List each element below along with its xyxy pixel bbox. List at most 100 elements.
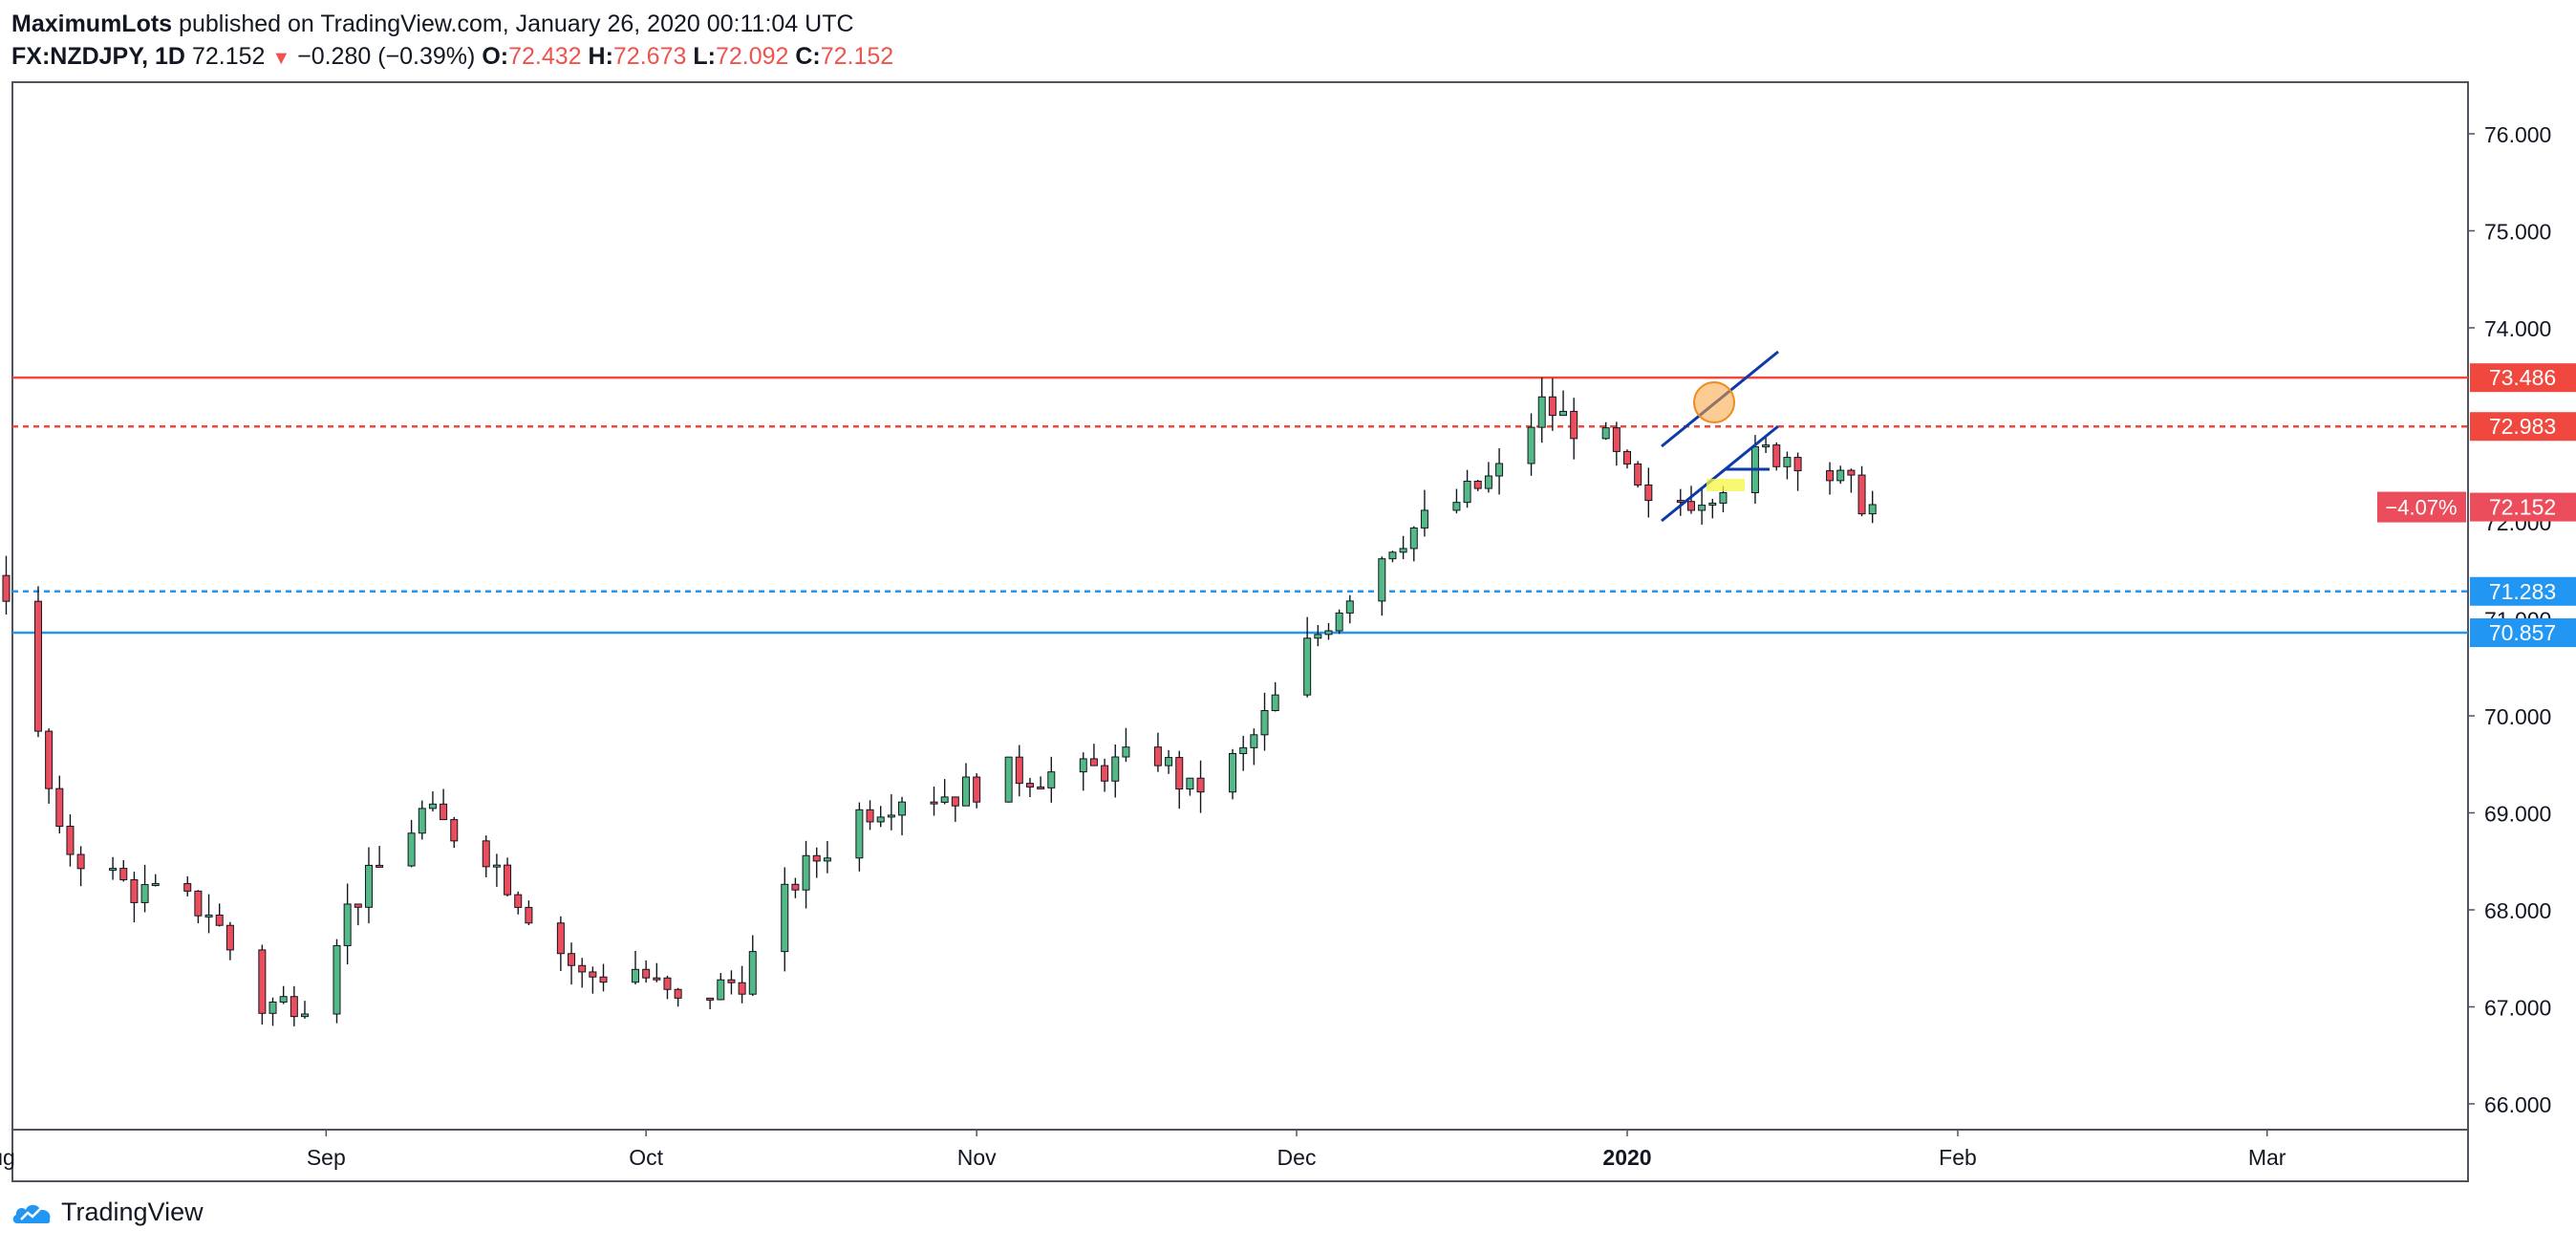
candle[interactable] <box>1527 413 1535 476</box>
candle[interactable] <box>632 950 639 985</box>
time-axis[interactable]: MayJunJulAugSepOctNovDec2020FebMarAprMay <box>0 1130 2576 1170</box>
candle[interactable] <box>1025 777 1034 798</box>
candle[interactable] <box>812 847 821 878</box>
author-name[interactable]: MaximumLots <box>11 11 173 37</box>
candle[interactable] <box>1634 461 1642 488</box>
candle[interactable] <box>1175 750 1184 809</box>
candle[interactable] <box>791 877 800 898</box>
candle[interactable] <box>599 963 608 992</box>
candle[interactable] <box>1186 777 1194 796</box>
candle[interactable] <box>973 772 981 809</box>
candle[interactable] <box>1772 442 1781 471</box>
candle[interactable] <box>674 987 682 1007</box>
candle[interactable] <box>504 857 512 896</box>
candle[interactable] <box>418 800 426 840</box>
candle[interactable] <box>1612 421 1621 466</box>
candle[interactable] <box>663 975 672 1000</box>
candle[interactable] <box>1783 451 1792 480</box>
channel-lower-line[interactable] <box>1661 424 1779 523</box>
candle[interactable] <box>119 859 128 882</box>
candle[interactable] <box>1165 749 1173 774</box>
highlight-marker[interactable] <box>1707 479 1745 491</box>
candle[interactable] <box>1601 421 1610 441</box>
candle[interactable] <box>1559 390 1568 417</box>
candle[interactable] <box>1324 622 1333 640</box>
candle[interactable] <box>140 864 149 913</box>
candle[interactable] <box>76 846 85 887</box>
candle[interactable] <box>706 997 715 1010</box>
candle[interactable] <box>343 883 352 964</box>
highlight-circle[interactable] <box>1693 381 1735 423</box>
candle[interactable] <box>1623 449 1631 469</box>
candle[interactable] <box>727 970 736 995</box>
candle[interactable] <box>738 965 746 1004</box>
candle[interactable] <box>66 814 75 867</box>
candle[interactable] <box>428 791 437 812</box>
candle[interactable] <box>407 820 416 868</box>
candle[interactable] <box>748 935 757 997</box>
candle[interactable] <box>482 835 490 877</box>
candle[interactable] <box>802 840 810 909</box>
candle[interactable] <box>1079 752 1087 791</box>
candle[interactable] <box>1303 616 1312 698</box>
candle[interactable] <box>1047 756 1056 803</box>
candle[interactable] <box>653 962 661 982</box>
candle[interactable] <box>1537 378 1546 443</box>
candle[interactable] <box>1399 535 1407 560</box>
candle[interactable] <box>1847 468 1856 493</box>
candle[interactable] <box>887 794 895 831</box>
candle[interactable] <box>876 806 885 828</box>
candle[interactable] <box>55 775 64 833</box>
candle[interactable] <box>1698 487 1707 525</box>
candle[interactable] <box>556 916 565 971</box>
candle[interactable] <box>194 890 203 924</box>
candle[interactable] <box>1452 488 1461 514</box>
candle[interactable] <box>1495 448 1504 495</box>
candle[interactable] <box>45 728 54 804</box>
candle[interactable] <box>354 903 362 926</box>
symbol-label[interactable]: FX:NZDJPY, 1D <box>11 43 185 70</box>
candle[interactable] <box>717 973 725 1001</box>
candle[interactable] <box>578 958 587 988</box>
candle[interactable] <box>1473 480 1482 491</box>
candle[interactable] <box>1548 378 1556 431</box>
candle[interactable] <box>1463 469 1471 508</box>
candle[interactable] <box>1122 727 1130 763</box>
candle[interactable] <box>823 840 831 874</box>
price-axis[interactable]: 76.000 75.000 74.000 70.000 69.000 68.000 67.0… <box>2377 122 2576 1117</box>
candle[interactable] <box>130 872 139 923</box>
candle[interactable] <box>866 800 874 831</box>
candle[interactable] <box>204 894 213 934</box>
candle[interactable] <box>151 874 160 887</box>
candle[interactable] <box>898 796 907 836</box>
candle[interactable] <box>1708 498 1717 519</box>
candle[interactable] <box>333 939 341 1024</box>
candle[interactable] <box>514 891 523 915</box>
candle[interactable] <box>215 903 224 927</box>
candle[interactable] <box>1836 465 1845 485</box>
footer-brand[interactable]: TradingView <box>11 1198 204 1227</box>
candle[interactable] <box>1335 609 1343 635</box>
candle[interactable] <box>279 985 288 1004</box>
candle[interactable] <box>855 802 864 872</box>
candle[interactable] <box>1101 758 1109 792</box>
candle[interactable] <box>1250 728 1258 766</box>
candle[interactable] <box>376 846 384 868</box>
candle[interactable] <box>301 1001 309 1019</box>
candle[interactable] <box>1484 462 1492 493</box>
candle[interactable] <box>450 816 459 849</box>
candle[interactable] <box>781 867 789 972</box>
candle[interactable] <box>1111 745 1120 798</box>
candle[interactable] <box>568 942 576 985</box>
candle[interactable] <box>1196 760 1205 813</box>
candle[interactable] <box>589 966 597 994</box>
candle[interactable] <box>290 985 298 1026</box>
candle[interactable] <box>1826 462 1835 495</box>
candle[interactable] <box>1686 486 1695 514</box>
candle[interactable] <box>33 586 42 738</box>
candle[interactable] <box>268 997 277 1026</box>
candle[interactable] <box>1345 594 1354 624</box>
candle[interactable] <box>1868 490 1877 524</box>
candle[interactable] <box>225 921 234 961</box>
